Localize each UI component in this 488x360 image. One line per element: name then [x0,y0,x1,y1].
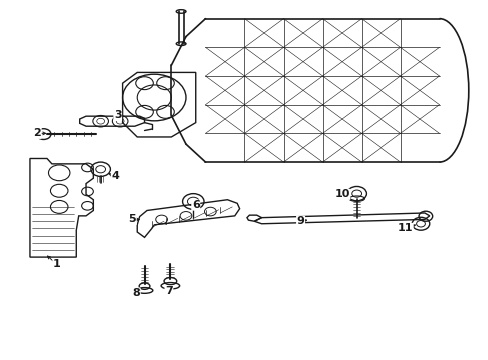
Text: 8: 8 [132,288,140,298]
Text: 9: 9 [296,216,304,226]
Text: 6: 6 [191,200,199,210]
Text: 4: 4 [111,171,119,181]
Text: 7: 7 [165,286,172,296]
Text: 10: 10 [334,189,349,199]
Text: 11: 11 [397,224,412,233]
Text: 5: 5 [128,215,136,224]
Text: 1: 1 [53,259,61,269]
Text: 3: 3 [114,111,122,121]
Text: 2: 2 [33,129,41,138]
